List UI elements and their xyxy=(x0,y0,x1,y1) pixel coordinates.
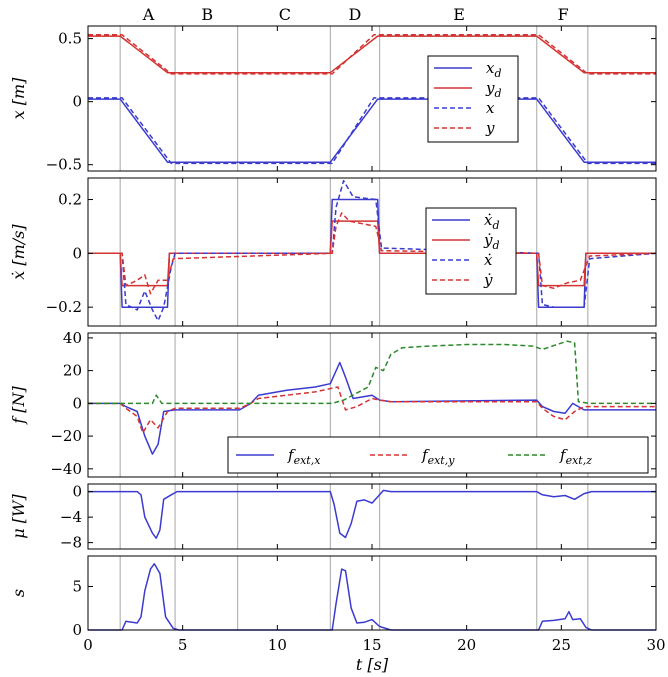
y-tick-label: 0 xyxy=(72,621,82,639)
legend-label-x: x xyxy=(486,99,495,117)
x-tick-label: 30 xyxy=(646,636,665,654)
phase-label-E: E xyxy=(453,5,465,24)
panel-background xyxy=(88,178,656,326)
y-tick-label: −8 xyxy=(60,534,82,552)
series-line-x_d xyxy=(88,98,656,163)
legend-force xyxy=(227,436,649,474)
y-axis-label: s xyxy=(9,589,28,597)
legend-label-f_ext,z: fext,z xyxy=(559,446,592,467)
x-tick-label: 25 xyxy=(552,636,571,654)
series-line-f_ext,y xyxy=(88,386,656,434)
legend-label-ẏ: ẏ xyxy=(483,271,493,289)
series-line-ẏ_d xyxy=(88,220,656,287)
series-line-x xyxy=(88,97,656,165)
y-tick-label: 40 xyxy=(63,329,82,347)
series-line-y xyxy=(88,34,656,75)
y-tick-label: 0.2 xyxy=(58,191,82,209)
series-line-y_d xyxy=(88,35,656,74)
x-tick-label: 5 xyxy=(178,636,188,654)
y-tick-label: 20 xyxy=(63,362,82,380)
phase-label-F: F xyxy=(558,5,569,24)
y-axis-label: μ [W] xyxy=(9,494,28,539)
legend-label-y_d: yd xyxy=(485,79,502,100)
legend-label-y: y xyxy=(485,119,495,137)
legend-label-x_d: xd xyxy=(486,59,502,80)
series-line-f_ext,z xyxy=(88,340,656,405)
y-tick-label: 0 xyxy=(72,244,82,262)
legend-position xyxy=(427,55,519,143)
series-line-ẋ xyxy=(88,179,657,322)
y-tick-label: −0.5 xyxy=(46,156,82,174)
y-tick-label: 0 xyxy=(72,93,82,111)
phase-label-B: B xyxy=(201,5,213,24)
phase-label-D: D xyxy=(349,5,362,24)
series-line-f_ext,x xyxy=(88,361,656,455)
legend-label-ẋ: ẋ xyxy=(484,251,493,269)
y-tick-label: −20 xyxy=(50,427,82,445)
y-axis-label: ẋ [m/s] xyxy=(9,224,28,280)
y-tick-label: 0 xyxy=(72,394,82,412)
phase-label-A: A xyxy=(142,5,155,24)
series-line-μ xyxy=(88,489,656,539)
y-axis-label: x [m] xyxy=(9,77,28,120)
legend-label-f_ext,x: fext,x xyxy=(287,446,321,467)
legend-label-ẏ_d: ẏd xyxy=(483,231,500,252)
y-axis-label: f [N] xyxy=(9,386,28,425)
y-tick-label: 0.5 xyxy=(58,30,82,48)
y-tick-label: 0 xyxy=(72,483,82,501)
legend-velocity xyxy=(425,207,517,295)
x-tick-label: 20 xyxy=(457,636,476,654)
series-line-ẏ xyxy=(88,212,657,295)
panel-background xyxy=(88,484,656,549)
y-tick-label: 5 xyxy=(72,577,82,595)
series-line-s xyxy=(88,563,656,631)
x-tick-label: 15 xyxy=(362,636,381,654)
y-tick-label: −0.2 xyxy=(46,298,82,316)
phase-label-C: C xyxy=(279,5,291,24)
x-tick-label: 0 xyxy=(83,636,93,654)
legend-label-f_ext,y: fext,y xyxy=(421,446,455,467)
y-tick-label: −4 xyxy=(60,508,82,526)
panel-background xyxy=(88,26,656,171)
y-tick-label: −40 xyxy=(50,460,82,478)
panel-background xyxy=(88,556,656,630)
x-tick-label: 10 xyxy=(268,636,287,654)
legend-label-ẋ_d: ẋd xyxy=(484,211,500,232)
x-axis-label: t [s] xyxy=(356,655,389,674)
